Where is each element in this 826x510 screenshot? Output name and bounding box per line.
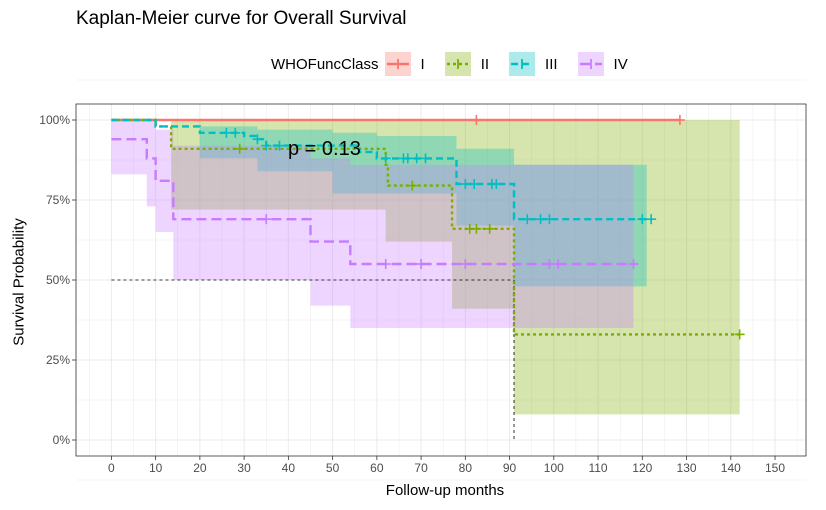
censor-mark [230, 127, 241, 138]
censor-mark [646, 214, 657, 225]
y-tick-label: 50% [45, 273, 70, 287]
x-tick-label: 150 [765, 461, 786, 475]
km-series-i [111, 115, 685, 125]
p-value-label: p = 0.13 [288, 138, 361, 160]
censor-mark [522, 214, 533, 225]
confidence-bands [111, 120, 740, 415]
censor-mark [553, 259, 564, 269]
censor-mark [274, 140, 285, 151]
y-tick-label: 75% [45, 193, 70, 207]
y-tick-label: 25% [45, 353, 70, 367]
censor-mark [416, 259, 427, 269]
censor-mark [471, 115, 482, 125]
km-series-iv [111, 138, 639, 269]
censor-mark [491, 179, 502, 189]
censor-mark [407, 180, 418, 191]
x-tick-label: 80 [458, 461, 473, 475]
chart-title: Kaplan-Meier curve for Overall Survival [76, 8, 407, 29]
x-tick-label: 100 [543, 461, 564, 475]
censor-mark [460, 259, 471, 269]
censor-mark [628, 259, 639, 269]
y-tick-label: 0% [52, 433, 70, 447]
censor-mark [234, 143, 245, 154]
legend-item-iv: IV [577, 52, 628, 76]
legend-item-ii: II [444, 52, 490, 76]
x-tick-label: 140 [720, 461, 741, 475]
y-tick-label: 100% [39, 113, 70, 127]
censor-mark [221, 127, 232, 138]
censor-mark [261, 140, 272, 151]
censor-mark [535, 214, 546, 225]
censor-mark [734, 329, 745, 340]
x-tick-label: 130 [676, 461, 697, 475]
censor-mark [544, 259, 555, 269]
censor-mark [674, 115, 685, 125]
km-curve-iii [111, 118, 652, 221]
censor-mark [471, 223, 482, 234]
legend-title: WHOFuncClass [271, 55, 379, 73]
ci-band-iii [111, 120, 647, 287]
x-tick-label: 90 [502, 461, 517, 475]
legend-label-iv: IV [613, 55, 628, 73]
legend-key-iii [509, 52, 536, 76]
censor-mark [252, 134, 263, 145]
x-tick-label: 30 [237, 461, 251, 475]
x-axis-title: Follow-up months [385, 482, 505, 499]
censor-mark [411, 153, 422, 164]
x-tick-label: 20 [193, 461, 207, 475]
legend-label-iii: III [545, 55, 558, 73]
x-tick-label: 40 [281, 461, 296, 475]
legend-item-i: I [384, 52, 425, 76]
legend-key-i [384, 52, 411, 76]
censor-mark [380, 259, 391, 269]
censor-mark [469, 179, 480, 189]
km-series-iii [111, 118, 657, 225]
x-tick-label: 50 [325, 461, 340, 475]
legend: WHOFuncClass I II III IV [271, 52, 648, 76]
legend-key-iv [577, 52, 604, 76]
legend-key-ii [444, 52, 471, 76]
x-tick-label: 110 [588, 461, 608, 475]
censor-mark [460, 179, 471, 189]
km-curve-iv [111, 138, 638, 266]
ci-band-ii [111, 120, 740, 415]
censor-mark [420, 153, 431, 164]
x-tick-label: 60 [370, 461, 384, 475]
legend-item-iii: III [509, 52, 558, 76]
censor-mark [637, 214, 648, 225]
x-tick-label: 10 [148, 461, 163, 475]
censor-mark [402, 153, 413, 164]
x-tick-label: 70 [414, 461, 428, 475]
legend-label-ii: II [480, 55, 490, 73]
x-tick-label: 0 [108, 461, 115, 475]
legend-label-i: I [420, 55, 425, 73]
censor-mark [261, 214, 272, 225]
censor-mark [484, 223, 495, 234]
censor-mark [544, 214, 555, 225]
censor-mark [380, 153, 391, 164]
x-tick-label: 120 [632, 461, 653, 475]
tick-marks [72, 119, 776, 460]
ci-band-iv [111, 120, 634, 328]
